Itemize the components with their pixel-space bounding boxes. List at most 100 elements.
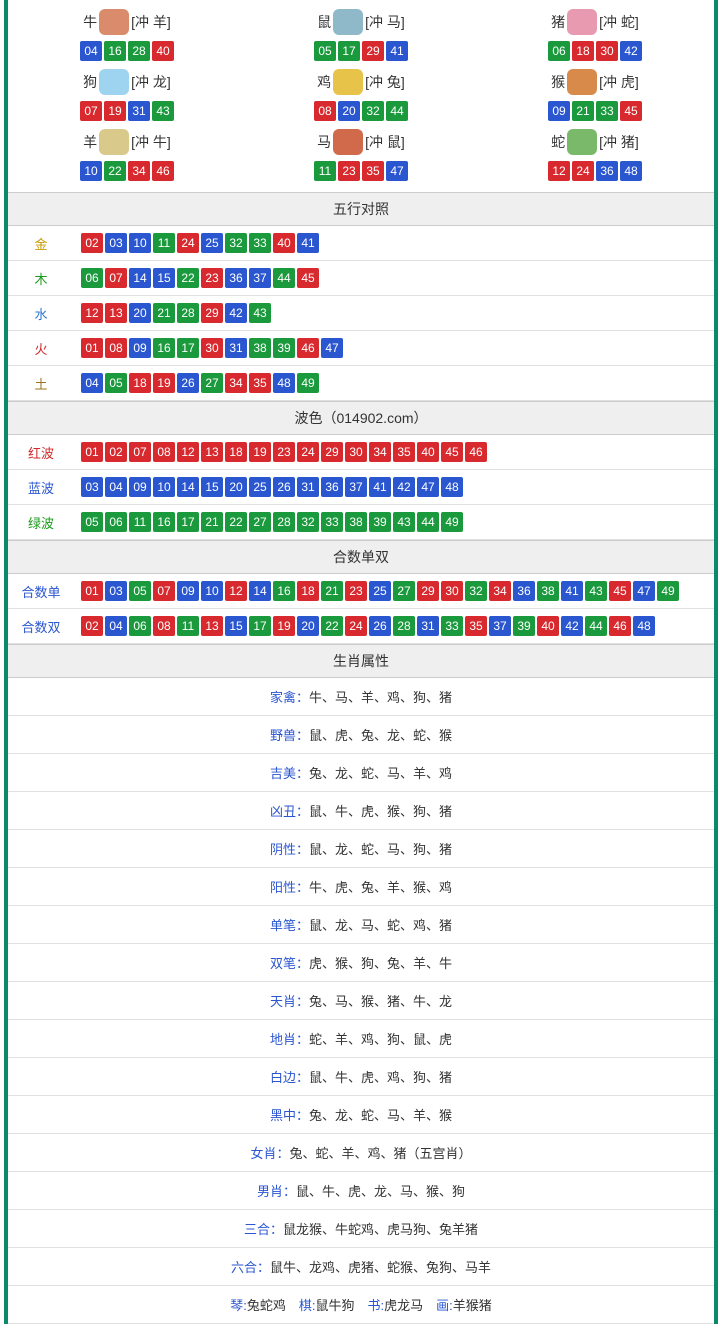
number-ball: 45 (609, 581, 631, 601)
number-ball: 19 (249, 442, 271, 462)
number-ball: 10 (201, 581, 223, 601)
table-row: 水 1213202128294243 (8, 296, 714, 331)
number-ball: 13 (201, 616, 223, 636)
number-ball: 36 (596, 161, 618, 181)
attr-value: 虎、猴、狗、兔、羊、牛 (309, 956, 452, 971)
attr-row: 白边：鼠、牛、虎、鸡、狗、猪 (8, 1058, 714, 1096)
number-ball: 16 (104, 41, 126, 61)
zodiac-icon (99, 69, 129, 95)
number-ball: 25 (249, 477, 271, 497)
number-ball: 47 (633, 581, 655, 601)
zodiac-icon (99, 129, 129, 155)
number-ball: 24 (177, 233, 199, 253)
attr-row: 家禽：牛、马、羊、鸡、狗、猪 (8, 678, 714, 716)
number-ball: 18 (572, 41, 594, 61)
number-ball: 45 (441, 442, 463, 462)
table-row: 火 0108091617303138394647 (8, 331, 714, 366)
number-ball: 34 (489, 581, 511, 601)
zodiac-name: 马 (317, 132, 331, 152)
number-ball: 05 (314, 41, 336, 61)
number-ball: 09 (177, 581, 199, 601)
number-ball: 17 (249, 616, 271, 636)
number-ball: 32 (465, 581, 487, 601)
number-ball: 41 (369, 477, 391, 497)
attr-label: 天肖： (270, 994, 309, 1009)
number-ball: 27 (393, 581, 415, 601)
section-header-attrs: 生肖属性 (8, 644, 714, 678)
number-ball: 11 (153, 233, 175, 253)
number-ball: 04 (105, 477, 127, 497)
number-ball: 43 (249, 303, 271, 323)
number-ball: 33 (321, 512, 343, 532)
zodiac-title: 猪 [冲 蛇] (480, 6, 710, 38)
number-ball: 06 (129, 616, 151, 636)
number-ball: 02 (81, 616, 103, 636)
number-ball: 28 (273, 512, 295, 532)
zodiac-title: 羊 [冲 牛] (12, 126, 242, 158)
number-ball: 03 (81, 477, 103, 497)
number-ball: 49 (441, 512, 463, 532)
zodiac-name: 猴 (551, 72, 565, 92)
number-ball: 20 (225, 477, 247, 497)
attr-row: 野兽：鼠、虎、兔、龙、蛇、猴 (8, 716, 714, 754)
zodiac-balls: 04162840 (12, 40, 242, 62)
zodiac-balls: 12243648 (480, 160, 710, 182)
attr-row: 琴:兔蛇鸡 棋:鼠牛狗 书:虎龙马 画:羊猴猪 (8, 1286, 714, 1324)
attr-label: 家禽： (270, 690, 309, 705)
zodiac-conflict: [冲 龙] (131, 72, 171, 92)
attr-label: 双笔： (270, 956, 309, 971)
table-row: 红波 0102070812131819232429303435404546 (8, 435, 714, 470)
row-numbers: 06071415222336374445 (74, 261, 714, 296)
number-ball: 05 (105, 373, 127, 393)
number-ball: 26 (177, 373, 199, 393)
section-header-bose: 波色（014902.com） (8, 401, 714, 435)
zodiac-icon (333, 129, 363, 155)
number-ball: 02 (81, 233, 103, 253)
number-ball: 17 (177, 338, 199, 358)
number-ball: 48 (273, 373, 295, 393)
number-ball: 12 (177, 442, 199, 462)
number-ball: 46 (297, 338, 319, 358)
row-label: 合数双 (8, 609, 74, 644)
number-ball: 16 (273, 581, 295, 601)
attr-row: 双笔：虎、猴、狗、兔、羊、牛 (8, 944, 714, 982)
number-ball: 18 (129, 373, 151, 393)
heshu-table: 合数单 010305070910121416182123252729303234… (8, 574, 714, 644)
zodiac-title: 猴 [冲 虎] (480, 66, 710, 98)
attr-row: 男肖：鼠、牛、虎、龙、马、猴、狗 (8, 1172, 714, 1210)
number-ball: 07 (105, 268, 127, 288)
number-ball: 44 (386, 101, 408, 121)
table-row: 木 06071415222336374445 (8, 261, 714, 296)
number-ball: 31 (417, 616, 439, 636)
number-ball: 14 (249, 581, 271, 601)
number-ball: 34 (369, 442, 391, 462)
attr-value: 牛、虎、兔、羊、猴、鸡 (309, 880, 452, 895)
attr-row: 三合：鼠龙猴、牛蛇鸡、虎马狗、兔羊猪 (8, 1210, 714, 1248)
number-ball: 20 (338, 101, 360, 121)
number-ball: 22 (321, 616, 343, 636)
zodiac-cell: 猪 [冲 蛇] 06183042 (480, 6, 710, 62)
number-ball: 49 (657, 581, 679, 601)
number-ball: 31 (128, 101, 150, 121)
number-ball: 27 (201, 373, 223, 393)
number-ball: 40 (417, 442, 439, 462)
number-ball: 11 (314, 161, 336, 181)
table-row: 绿波 05061116172122272832333839434449 (8, 505, 714, 540)
number-ball: 13 (201, 442, 223, 462)
number-ball: 08 (314, 101, 336, 121)
number-ball: 47 (417, 477, 439, 497)
table-row: 蓝波 03040910141520252631363741424748 (8, 470, 714, 505)
row-numbers: 0102070812131819232429303435404546 (74, 435, 714, 470)
number-ball: 34 (128, 161, 150, 181)
number-ball: 45 (620, 101, 642, 121)
zodiac-grid: 牛 [冲 羊] 04162840 鼠 [冲 马] 05172941 猪 [冲 蛇… (8, 0, 714, 192)
number-ball: 23 (273, 442, 295, 462)
zodiac-conflict: [冲 猪] (599, 132, 639, 152)
attr-label: 书: (368, 1298, 385, 1313)
table-row: 土 04051819262734354849 (8, 366, 714, 401)
number-ball: 46 (465, 442, 487, 462)
attr-value: 兔、马、猴、猪、牛、龙 (309, 994, 452, 1009)
attr-value: 兔、龙、蛇、马、羊、鸡 (309, 766, 452, 781)
number-ball: 31 (225, 338, 247, 358)
number-ball: 30 (345, 442, 367, 462)
